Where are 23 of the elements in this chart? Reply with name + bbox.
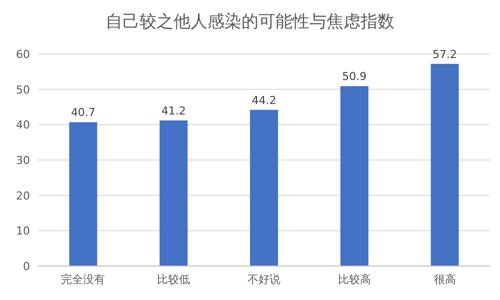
data-label: 40.7 [70,106,96,120]
data-label: 41.2 [161,104,186,118]
y-tick-label: 20 [16,189,30,202]
data-label: 50.9 [342,70,367,84]
y-tick-label: 30 [16,154,30,167]
x-tick-label: 完全没有 [61,273,106,286]
chart-title: 自己较之他人感染的可能性与焦虑指数 [106,12,394,32]
y-tick-label: 60 [16,48,30,61]
y-tick-label: 10 [16,224,30,238]
bar [430,64,459,266]
bar [340,86,368,266]
y-tick-label: 50 [16,83,30,96]
data-label: 57.2 [432,48,458,61]
x-tick-label: 比较低 [157,273,190,286]
bar [69,122,98,266]
bar [250,110,278,266]
bar [160,120,188,266]
x-tick-label: 很高 [434,273,456,286]
y-tick-label: 0 [23,260,30,273]
x-tick-label: 比较高 [338,273,371,286]
data-label: 44.2 [252,94,276,107]
y-tick-label: 40 [16,118,30,132]
x-tick-label: 不好说 [248,273,280,286]
